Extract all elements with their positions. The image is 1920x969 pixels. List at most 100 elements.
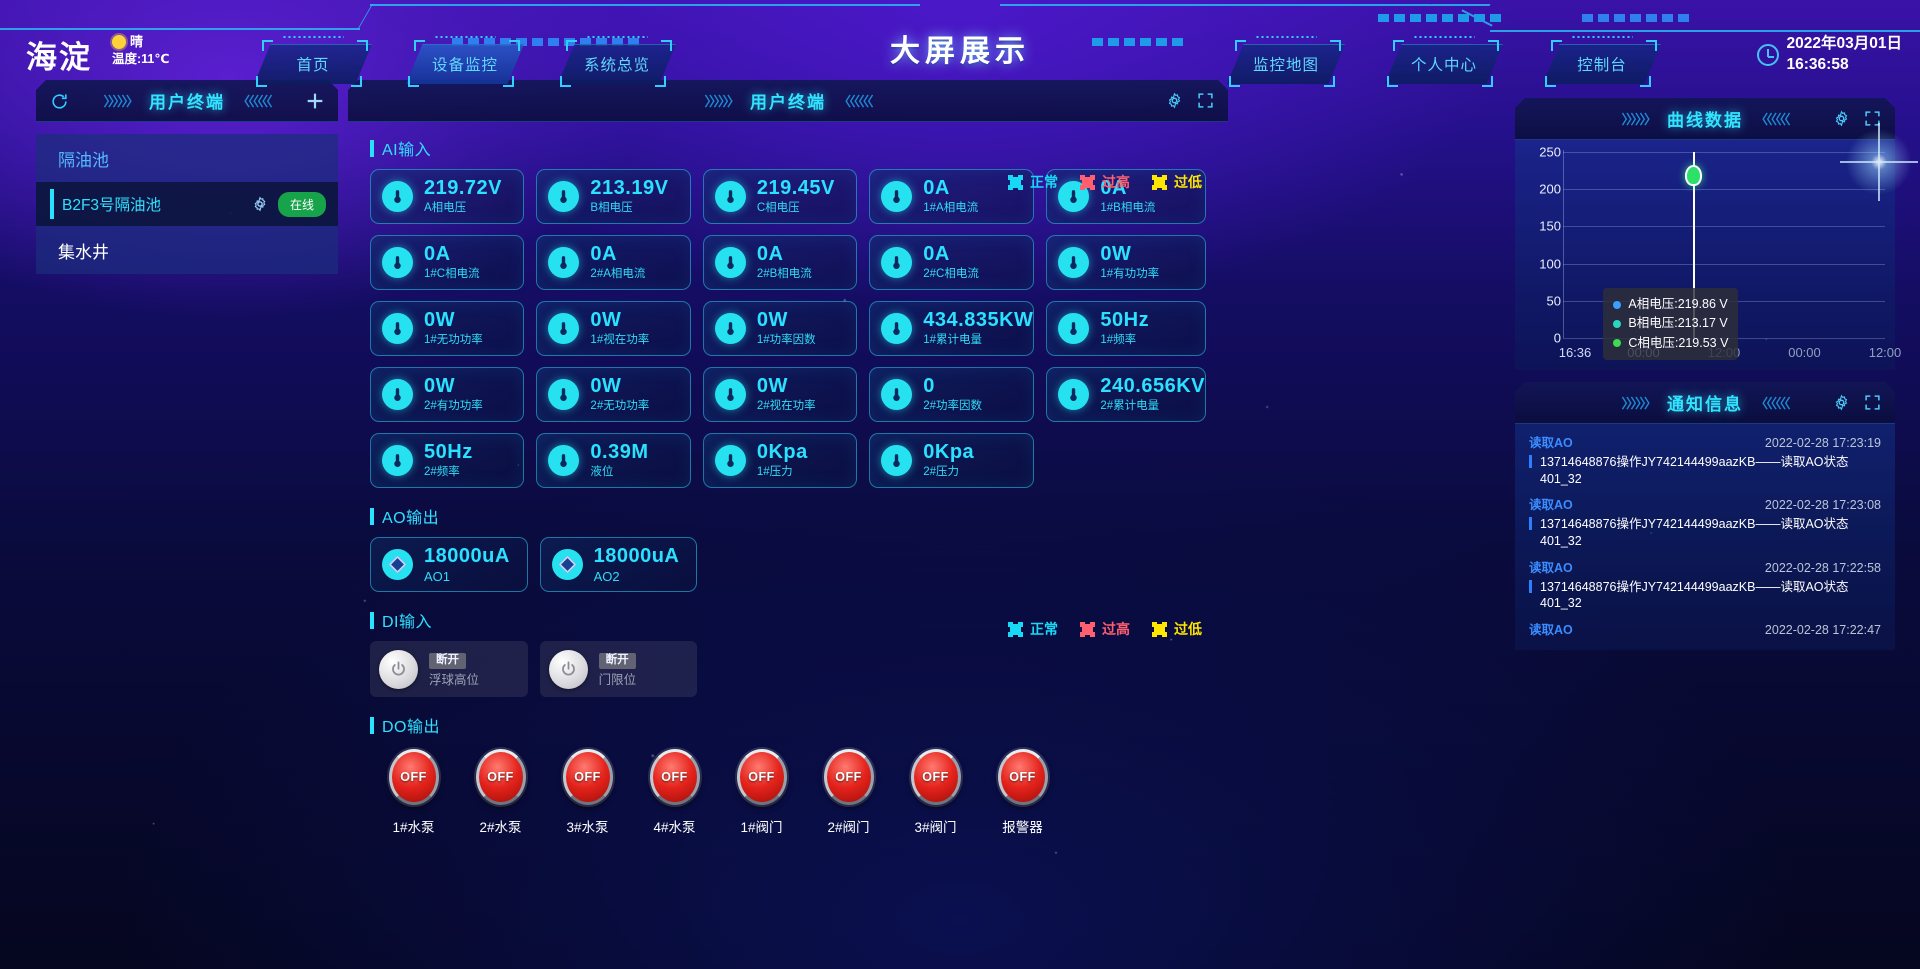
ai-card[interactable]: 213.19V B相电压 (536, 169, 691, 224)
thermometer-icon (548, 379, 580, 410)
chart-tooltip-dot (1613, 300, 1622, 309)
do-toggle-button[interactable]: OFF (562, 749, 613, 805)
sidebar-group-sump[interactable]: 集水井 (36, 226, 338, 274)
ai-card[interactable]: 219.45V C相电压 (702, 169, 858, 224)
expand-icon[interactable] (1864, 394, 1881, 411)
ai-card-value: 0 (923, 441, 935, 464)
ai-card[interactable]: 0.39M 液位 (536, 433, 691, 488)
notification-type: 读取AO (1529, 436, 1573, 450)
ai-card[interactable]: 0W 2#视在功率 (702, 367, 858, 422)
ai-card-unit: W (435, 309, 456, 332)
sidebar-item-b2f3[interactable]: B2F3号隔油池 在线 (36, 182, 338, 226)
legend-ao: 正常 过高 过低 (1008, 619, 1202, 639)
ai-card[interactable]: 0A 1#C相电流 (370, 235, 525, 290)
ai-card[interactable]: 434.835KW 1#累计电量 (869, 301, 1035, 356)
do-toggle-button[interactable]: OFF (736, 749, 787, 805)
center-title: 用户终端 (750, 93, 826, 112)
nav-tab-console[interactable]: 控制台 (1543, 36, 1661, 87)
do-toggle-button[interactable]: OFF (388, 749, 439, 805)
ai-card[interactable]: 0A 1#A相电流 (869, 169, 1035, 224)
ai-card[interactable]: 0A 2#A相电流 (536, 235, 691, 290)
ai-card[interactable]: 0W 1#无功功率 (370, 301, 525, 356)
do-button-item[interactable]: OFF 3#水泵 (544, 749, 631, 836)
expand-icon[interactable] (1864, 110, 1881, 127)
ai-card[interactable]: 0Kpa 2#压力 (869, 433, 1035, 488)
ai-card[interactable]: 240.656KV 2#累计电量 (1046, 367, 1206, 422)
thermometer-icon (881, 313, 913, 344)
thermometer-icon (382, 379, 413, 410)
sidebar-group-oil-tank[interactable]: 隔油池 (36, 134, 338, 182)
nav-tab-home[interactable]: 首页 (254, 36, 372, 87)
chevron-left-decoration: 〉〉〉〉〉〉 (704, 94, 738, 109)
legend-label: 正常 (1030, 621, 1058, 637)
do-toggle-button[interactable]: OFF (997, 749, 1048, 805)
do-toggle-button[interactable]: OFF (823, 749, 874, 805)
expand-icon[interactable] (1197, 92, 1214, 109)
ai-card[interactable]: 0W 2#有功功率 (370, 367, 525, 422)
do-button-item[interactable]: OFF 4#水泵 (631, 749, 718, 836)
do-toggle-button[interactable]: OFF (910, 749, 961, 805)
weather-text: 晴 (130, 34, 144, 49)
nav-tab-label: 控制台 (1577, 57, 1627, 74)
notification-item[interactable]: 读取AO 2022-02-28 17:22:47 (1529, 619, 1881, 638)
ai-card[interactable]: 0W 1#功率因数 (702, 301, 858, 356)
do-button-item[interactable]: OFF 报警器 (979, 749, 1066, 836)
do-button-item[interactable]: OFF 2#阀门 (805, 749, 892, 836)
thermometer-icon (714, 247, 746, 278)
ai-card[interactable]: 0Kpa 1#压力 (702, 433, 858, 488)
notification-text: 13714648876操作JY742144499aazKB——读取AO状态401… (1529, 579, 1881, 612)
ai-card-value: 50 (1100, 309, 1124, 332)
chart-plot-area[interactable]: 05010015020025016:3600:0012:0000:0012:00… (1515, 140, 1901, 370)
ai-card[interactable]: 50Hz 1#频率 (1046, 301, 1206, 356)
thermometer-icon (714, 181, 746, 212)
gear-icon[interactable] (1833, 394, 1850, 411)
di-card[interactable]: 断开 门限位 (539, 641, 698, 697)
nav-tab-monitor-map[interactable]: 监控地图 (1227, 36, 1345, 87)
ai-card[interactable]: 0W 2#无功功率 (536, 367, 691, 422)
notification-item[interactable]: 读取AO 2022-02-28 17:23:08 13714648876操作JY74… (1529, 494, 1881, 549)
thermometer-icon (714, 379, 746, 410)
do-button-label: 2#阀门 (827, 820, 870, 835)
ai-card[interactable]: 0W 1#视在功率 (536, 301, 691, 356)
notification-item[interactable]: 读取AO 2022-02-28 17:22:58 13714648876操作JY74… (1529, 557, 1881, 612)
ai-card[interactable]: 0A 2#C相电流 (869, 235, 1035, 290)
plus-icon[interactable] (304, 90, 326, 112)
di-card[interactable]: 断开 浮球高位 (370, 641, 528, 697)
center-panel: 〉〉〉〉〉〉 用户终端 〈〈〈〈〈〈 AI输入 (348, 80, 1228, 925)
gear-icon[interactable] (1166, 92, 1183, 109)
nav-tab-device-monitor[interactable]: 设备监控 (406, 36, 524, 87)
do-button-label: 2#水泵 (479, 820, 522, 835)
sidebar-header: 〉〉〉〉〉〉 用户终端 〈〈〈〈〈〈 (36, 80, 338, 122)
ao-card[interactable]: 18000uA AO1 (370, 537, 528, 592)
legend-item-high: 过高 (1080, 619, 1130, 639)
notification-header: 〉〉〉〉〉〉 通知信息 〈〈〈〈〈〈 (1515, 382, 1895, 424)
do-button-item[interactable]: OFF 1#水泵 (370, 749, 457, 836)
do-button-item[interactable]: OFF 2#水泵 (457, 749, 544, 836)
gear-icon[interactable] (1833, 110, 1850, 127)
chart-y-tick-label: 200 (1539, 181, 1561, 197)
ai-card[interactable]: 219.72V A相电压 (370, 169, 525, 224)
notification-item[interactable]: 读取AO 2022-02-28 17:23:19 13714648876操作JY74… (1529, 432, 1881, 487)
ai-card[interactable]: 50Hz 2#频率 (370, 433, 525, 488)
ai-card[interactable]: 0W 1#有功功率 (1046, 235, 1206, 290)
gear-icon[interactable] (252, 196, 268, 212)
diamond-icon (382, 549, 413, 580)
thermometer-icon (881, 181, 913, 212)
ai-card[interactable]: 0A 1#B相电流 (1046, 169, 1206, 224)
notification-list[interactable]: 读取AO 2022-02-28 17:23:19 13714648876操作JY74… (1515, 424, 1895, 650)
nav-tab-system-overview[interactable]: 系统总览 (558, 36, 676, 87)
ao-card[interactable]: 18000uA AO2 (539, 537, 698, 592)
header-line-mid (370, 4, 920, 6)
ai-card[interactable]: 0A 2#B相电流 (702, 235, 858, 290)
do-toggle-button[interactable]: OFF (649, 749, 700, 805)
ai-card[interactable]: 0 2#功率因数 (869, 367, 1035, 422)
nav-tab-user-center[interactable]: 个人中心 (1385, 36, 1503, 87)
do-button-item[interactable]: OFF 3#阀门 (892, 749, 979, 836)
do-button-item[interactable]: OFF 1#阀门 (718, 749, 805, 836)
refresh-icon[interactable] (50, 92, 69, 111)
ai-card-label: 1#无功功率 (424, 334, 483, 347)
chart-body[interactable]: 05010015020025016:3600:0012:0000:0012:00… (1515, 122, 1919, 370)
center-body: AI输入 正常 过高 (348, 122, 1228, 925)
do-toggle-button[interactable]: OFF (475, 749, 526, 805)
ai-card-label: B相电压 (590, 202, 633, 215)
